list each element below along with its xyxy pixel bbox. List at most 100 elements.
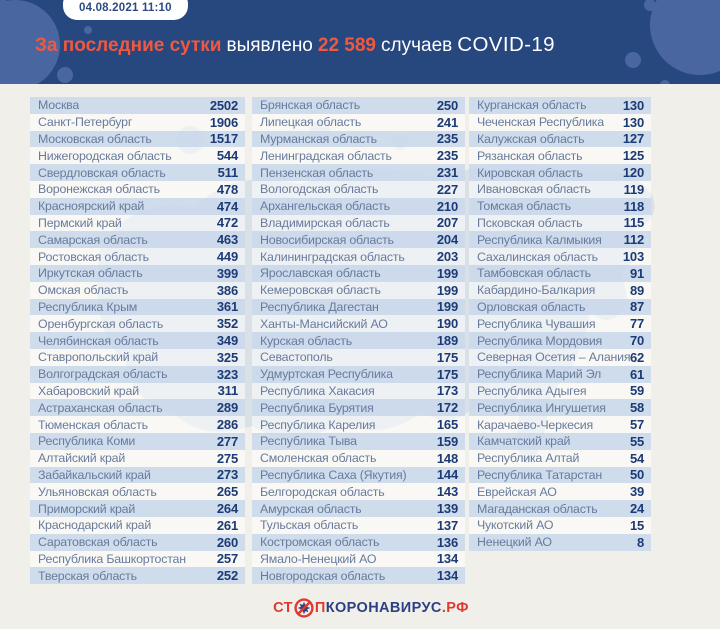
region-row: Республика Саха (Якутия) 144 (252, 466, 465, 484)
region-value: 15 (629, 517, 644, 533)
region-row: Новгородская область 134 (252, 567, 465, 585)
region-value: 511 (217, 165, 239, 181)
region-row: Липецкая область 241 (252, 113, 465, 131)
region-label: Саратовская область (38, 535, 158, 550)
region-row: Пензенская область 231 (252, 164, 465, 181)
region-value: 159 (436, 433, 458, 449)
region-label: Нижегородская область (38, 148, 172, 163)
region-label: Республика Татарстан (477, 467, 602, 482)
region-value: 8 (636, 534, 644, 550)
region-label: Курганская область (477, 98, 587, 113)
region-row: Сахалинская область 103 (469, 248, 651, 265)
region-row: Камчатский край 55 (469, 432, 651, 450)
no-virus-icon (294, 598, 314, 618)
region-value: 127 (622, 131, 644, 147)
region-value: 77 (629, 316, 644, 332)
region-row: Саратовская область 260 (30, 533, 245, 551)
region-label: Сахалинская область (477, 249, 598, 264)
region-label: Севастополь (260, 350, 333, 365)
region-row: Карачаево-Черкесия 57 (469, 416, 651, 433)
title-covid: COVID-19 (457, 33, 555, 56)
region-row: Севастополь 175 (252, 348, 465, 366)
title-mid: выявлено (226, 35, 313, 56)
region-value: 199 (436, 299, 458, 315)
region-value: 54 (629, 450, 644, 466)
region-label: Республика Дагестан (260, 299, 379, 314)
region-value: 227 (436, 181, 458, 197)
region-row: Ханты-Мансийский АО 190 (252, 315, 465, 333)
region-label: Еврейская АО (477, 484, 557, 499)
region-label: Чукотский АО (477, 518, 554, 533)
region-row: Санкт-Петербург 1906 (30, 113, 245, 131)
region-value: 39 (629, 484, 644, 500)
region-label: Республика Карелия (260, 417, 376, 432)
region-row: Республика Коми 277 (30, 432, 245, 450)
region-row: Ивановская область 119 (469, 180, 651, 198)
region-value: 57 (629, 417, 644, 433)
region-label: Владимирская область (260, 215, 390, 230)
region-value: 478 (216, 181, 238, 197)
region-row: Республика Хакасия 173 (252, 382, 465, 400)
region-value: 89 (629, 282, 644, 298)
region-row: Новосибирская область 204 (252, 231, 465, 249)
region-label: Кабардино-Балкария (477, 283, 596, 298)
region-value: 361 (216, 299, 238, 315)
region-value: 50 (629, 467, 644, 483)
region-value: 130 (622, 97, 644, 113)
region-row: Республика Карелия 165 (252, 416, 465, 433)
region-row: Красноярский край 474 (30, 197, 245, 215)
title-accent: За последние сутки (35, 35, 222, 56)
region-row: Чукотский АО 15 (469, 516, 651, 534)
region-value: 399 (216, 265, 238, 281)
region-label: Камчатский край (477, 434, 571, 449)
region-value: 70 (629, 333, 644, 349)
region-row: Республика Калмыкия 112 (469, 231, 651, 249)
region-row: Курская область 189 (252, 332, 465, 349)
region-value: 275 (216, 450, 238, 466)
region-row: Республика Чувашия 77 (469, 315, 651, 333)
region-row: Воронежская область 478 (30, 180, 245, 198)
region-value: 189 (436, 333, 458, 349)
region-label: Архангельская область (260, 199, 390, 214)
region-value: 148 (436, 450, 458, 466)
region-row: Республика Башкортостан 257 (30, 550, 245, 568)
region-label: Тюменская область (38, 417, 148, 432)
region-value: 112 (623, 232, 645, 248)
region-label: Республика Адыгея (477, 383, 587, 398)
region-label: Приморский край (38, 501, 136, 516)
region-label: Свердловская область (38, 165, 166, 180)
region-value: 55 (629, 433, 644, 449)
logo-p: П (314, 600, 326, 616)
region-label: Ямало-Ненецкий АО (260, 551, 377, 566)
region-value: 463 (216, 232, 238, 248)
region-value: 24 (629, 501, 644, 517)
region-label: Вологодская область (260, 182, 379, 197)
region-row: Иркутская область 399 (30, 264, 245, 282)
region-label: Москва (38, 98, 80, 113)
region-value: 311 (217, 383, 239, 399)
region-value: 264 (216, 501, 238, 517)
region-label: Пензенская область (260, 165, 374, 180)
region-row: Калужская область 127 (469, 130, 651, 148)
region-row: Свердловская область 511 (30, 164, 245, 181)
region-label: Магаданская область (477, 501, 598, 516)
region-value: 449 (216, 249, 238, 265)
region-label: Псковская область (477, 215, 583, 230)
region-value: 103 (622, 249, 644, 265)
region-label: Волгоградская область (38, 367, 168, 382)
region-row: Курганская область 130 (469, 97, 651, 114)
region-value: 125 (622, 148, 644, 164)
region-label: Удмуртская Республика (260, 367, 393, 382)
region-row: Омская область 386 (30, 281, 245, 299)
region-row: Московская область 1517 (30, 130, 245, 148)
region-row: Пермский край 472 (30, 214, 245, 232)
region-label: Республика Алтай (477, 451, 580, 466)
region-row: Нижегородская область 544 (30, 147, 245, 165)
region-label: Калининградская область (260, 249, 405, 264)
region-value: 143 (436, 484, 458, 500)
region-row: Тамбовская область 91 (469, 264, 651, 282)
region-label: Московская область (38, 131, 152, 146)
page-title: За последние сутки выявлено 22 589 случаев C… (35, 33, 560, 57)
region-label: Белгородская область (260, 484, 385, 499)
